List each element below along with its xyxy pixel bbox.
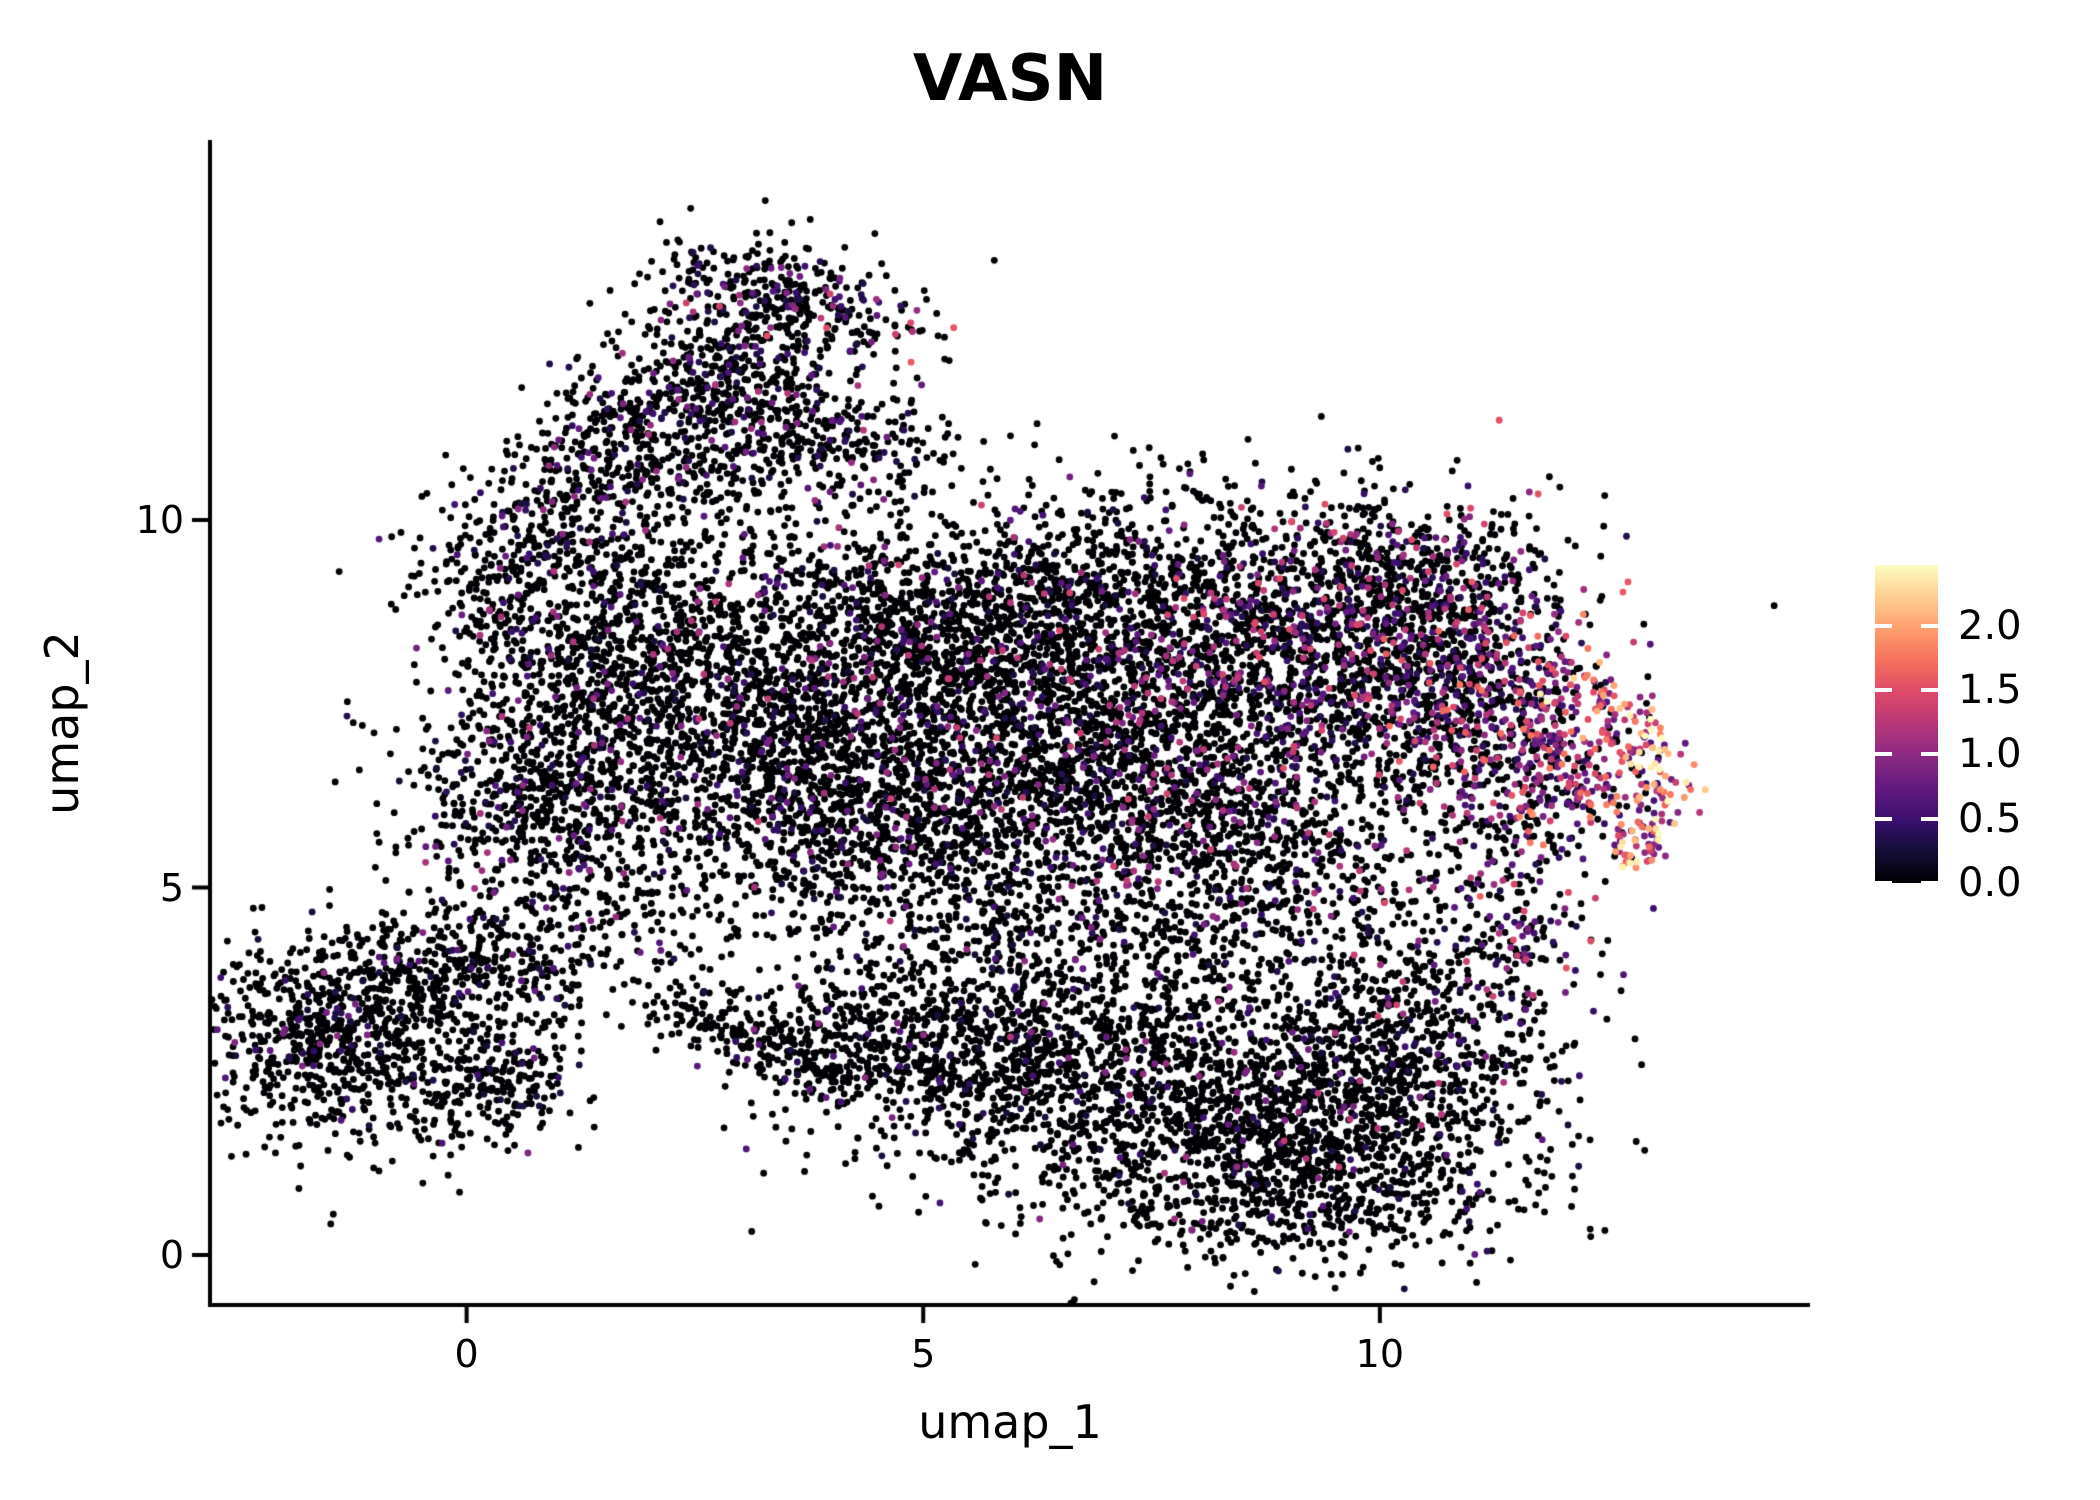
page-title: VASN — [912, 42, 1108, 116]
x-axis-title: umap_1 — [918, 1395, 1102, 1449]
colorbar-tick-label-1.5: 1.5 — [1958, 666, 2022, 713]
x-tick-label-10: 10 — [1355, 1332, 1405, 1376]
x-tick-label-5: 5 — [911, 1332, 936, 1376]
colorbar-gradient — [1875, 565, 1938, 883]
y-tick-label-0: 0 — [159, 1233, 184, 1278]
x-tick-label-0: 0 — [454, 1332, 479, 1376]
colorbar-tick-notch — [1875, 687, 1892, 692]
y-axis-title: umap_2 — [35, 630, 89, 815]
colorbar-tick-notch — [1921, 687, 1938, 692]
colorbar-tick-notch — [1921, 816, 1938, 821]
colorbar-tick-notch — [1875, 623, 1892, 628]
colorbar-tick-label-0.5: 0.5 — [1958, 795, 2022, 842]
y-tick-label-5: 5 — [159, 865, 184, 910]
colorbar-tick-notch — [1875, 752, 1892, 757]
colorbar-tick-notch — [1921, 623, 1938, 628]
colorbar-tick-label-0.0: 0.0 — [1958, 860, 2022, 906]
colorbar-tick-notch — [1921, 881, 1938, 885]
colorbar-tick-notch — [1921, 752, 1938, 757]
colorbar-tick-label-2.0: 2.0 — [1958, 602, 2022, 649]
y-tick-label-10: 10 — [135, 498, 184, 542]
colorbar-tick-notch — [1875, 881, 1892, 885]
colorbar-tick-notch — [1875, 816, 1892, 821]
colorbar-tick-label-1.0: 1.0 — [1958, 731, 2022, 778]
